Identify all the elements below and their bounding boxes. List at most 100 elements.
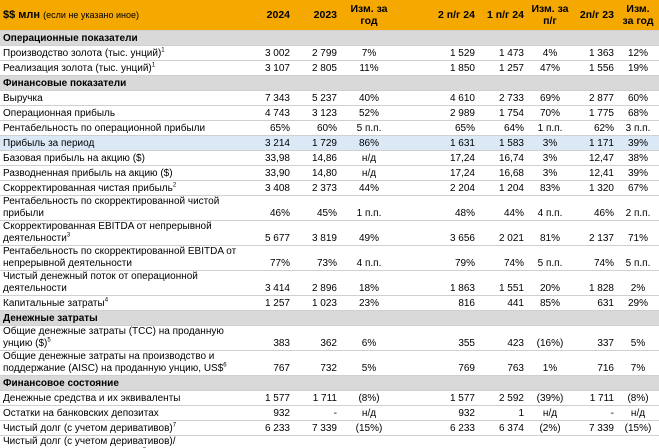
value-cell: 1 bbox=[478, 405, 527, 421]
value-cell: 1,1 bbox=[243, 435, 293, 448]
value-cell: 45% bbox=[293, 195, 340, 221]
footnote-ref: 1 bbox=[151, 62, 156, 69]
value-cell: 71% bbox=[617, 220, 659, 246]
row-label: Чистый денежный поток от операционной де… bbox=[3, 271, 198, 294]
section-title: Денежные затраты bbox=[0, 310, 659, 326]
data-row: Производство золота (тыс. унций)1 3 002 2 … bbox=[0, 45, 659, 61]
row-label: Разводненная прибыль на акцию ($) bbox=[3, 168, 173, 179]
value-cell: 1 551 bbox=[478, 270, 527, 296]
row-label: Капитальные затраты bbox=[3, 298, 105, 309]
row-label: Реализация золота (тыс. унций) bbox=[3, 63, 152, 74]
value-cell: 39% bbox=[617, 165, 659, 181]
row-label: Выручка bbox=[3, 93, 43, 104]
data-row: Остатки на банковских депозитах 932- н/д 93… bbox=[0, 405, 659, 421]
row-label-cell: Базовая прибыль на акцию ($) bbox=[0, 150, 243, 166]
value-cell: 86% bbox=[340, 135, 398, 151]
value-cell: 769 bbox=[398, 350, 478, 376]
value-cell: 441 bbox=[478, 295, 527, 311]
value-cell: 11% bbox=[340, 60, 398, 76]
value-cell: н/д bbox=[340, 405, 398, 421]
value-cell: (27%) bbox=[527, 435, 573, 448]
data-row: Выручка 7 343 5 237 40% 4 610 2 733 69% 2 877 60… bbox=[0, 90, 659, 106]
value-cell: 16,74 bbox=[478, 150, 527, 166]
section-title: Операционные показатели bbox=[0, 30, 659, 46]
value-cell: 4 п.п. bbox=[340, 245, 398, 271]
row-label: Общие денежные затраты на производство и… bbox=[3, 351, 224, 374]
data-row: Разводненная прибыль на акцию ($) 33,90 14… bbox=[0, 165, 659, 181]
data-row: Чистый денежный поток от операционной де… bbox=[0, 270, 659, 296]
value-cell: 7 339 bbox=[293, 420, 340, 436]
value-cell: 1 320 bbox=[573, 180, 617, 196]
value-cell: н/д bbox=[340, 150, 398, 166]
value-cell: 1 473 bbox=[478, 45, 527, 61]
value-cell: 1 775 bbox=[573, 105, 617, 121]
row-label-cell: Производство золота (тыс. унций)1 bbox=[0, 45, 243, 61]
value-cell: 74% bbox=[573, 245, 617, 271]
value-cell: 18% bbox=[340, 270, 398, 296]
value-cell: 1,5 bbox=[478, 435, 527, 448]
value-cell: 3% bbox=[527, 135, 573, 151]
value-cell: 20% bbox=[527, 270, 573, 296]
row-label-cell: Операционная прибыль bbox=[0, 105, 243, 121]
unit-cell: $$ млн (если не указано иное) bbox=[0, 0, 243, 31]
value-cell: 932 bbox=[398, 405, 478, 421]
value-cell: 60% bbox=[617, 90, 659, 106]
row-label-cell: Чистый долг (с учетом деривативов)/скорр… bbox=[0, 435, 243, 448]
value-cell: (42%) bbox=[340, 435, 398, 448]
value-cell: 2 989 bbox=[398, 105, 478, 121]
value-cell: 40% bbox=[340, 90, 398, 106]
value-cell: 1% bbox=[527, 350, 573, 376]
footnote-ref: 4 bbox=[104, 297, 109, 304]
data-row: Базовая прибыль на акцию ($) 33,98 14,86 н/… bbox=[0, 150, 659, 166]
row-label: Остатки на банковских депозитах bbox=[3, 408, 159, 419]
value-cell: 17,24 bbox=[398, 165, 478, 181]
row-label-cell: Выручка bbox=[0, 90, 243, 106]
value-cell: 1 п.п. bbox=[527, 120, 573, 136]
value-cell: 1 577 bbox=[398, 390, 478, 406]
data-row: Общие денежные затраты (TCC) на проданну… bbox=[0, 325, 659, 351]
value-cell: 732 bbox=[293, 350, 340, 376]
data-row: Реализация золота (тыс. унций)1 3 107 2 80… bbox=[0, 60, 659, 76]
row-label-cell: Реализация золота (тыс. унций)1 bbox=[0, 60, 243, 76]
value-cell: 4% bbox=[527, 45, 573, 61]
value-cell: 70% bbox=[527, 105, 573, 121]
value-cell: 1 556 bbox=[573, 60, 617, 76]
row-label: Скорректированная чистая прибыль bbox=[3, 183, 173, 194]
value-cell: 12,47 bbox=[573, 150, 617, 166]
data-row: Чистый долг (с учетом деривативов)7 6 233… bbox=[0, 420, 659, 436]
value-cell: 44% bbox=[478, 195, 527, 221]
value-cell: 3 002 bbox=[243, 45, 293, 61]
value-cell: 6% bbox=[340, 325, 398, 351]
column-header: Изм. за п/г bbox=[527, 0, 573, 31]
value-cell: 2 373 bbox=[293, 180, 340, 196]
value-cell: 1 754 bbox=[478, 105, 527, 121]
value-cell: 3 107 bbox=[243, 60, 293, 76]
value-cell: 77% bbox=[243, 245, 293, 271]
value-cell: 1 631 bbox=[398, 135, 478, 151]
value-cell: 60% bbox=[293, 120, 340, 136]
data-row: Операционная прибыль 4 743 3 123 52% 2 989 1 … bbox=[0, 105, 659, 121]
row-label: Рентабельность по скорректированной чист… bbox=[3, 196, 220, 219]
value-cell: 5 237 bbox=[293, 90, 340, 106]
value-cell: 3% bbox=[527, 150, 573, 166]
data-row: Чистый долг (с учетом деривативов)/скорр… bbox=[0, 435, 659, 448]
value-cell: 23% bbox=[340, 295, 398, 311]
value-cell: 2% bbox=[617, 270, 659, 296]
value-cell: 362 bbox=[293, 325, 340, 351]
header-row: $$ млн (если не указано иное) 2024 2023 Из… bbox=[0, 0, 659, 31]
value-cell: 2 021 bbox=[478, 220, 527, 246]
value-cell: 3 819 bbox=[293, 220, 340, 246]
value-cell: 1 828 bbox=[573, 270, 617, 296]
value-cell: 2 877 bbox=[573, 90, 617, 106]
data-row: Скорректированная EBITDA от непрерывной … bbox=[0, 220, 659, 246]
value-cell: 29% bbox=[617, 295, 659, 311]
value-cell: 1 363 bbox=[573, 45, 617, 61]
row-label-cell: Денежные средства и их эквиваленты bbox=[0, 390, 243, 406]
value-cell: 1,9 bbox=[293, 435, 340, 448]
row-label-cell: Остатки на банковских депозитах bbox=[0, 405, 243, 421]
value-cell: 1 711 bbox=[573, 390, 617, 406]
value-cell: 7 343 bbox=[243, 90, 293, 106]
value-cell: 85% bbox=[527, 295, 573, 311]
value-cell: 5 п.п. bbox=[617, 245, 659, 271]
